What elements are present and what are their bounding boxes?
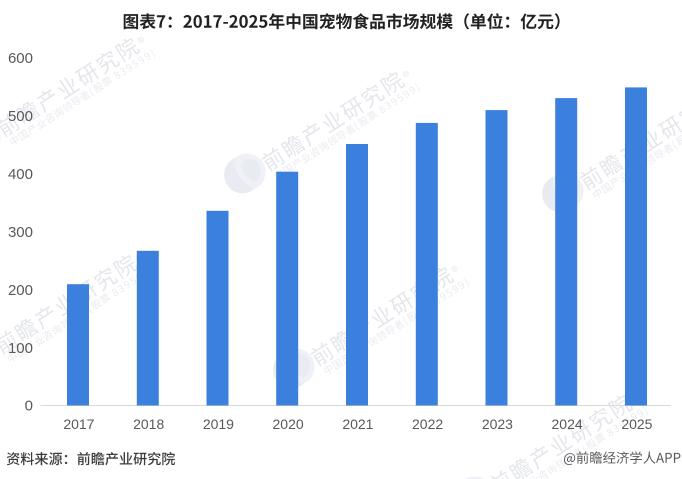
svg-text:400: 400 <box>8 166 33 183</box>
svg-text:2024: 2024 <box>552 416 583 432</box>
svg-text:2019: 2019 <box>203 416 234 432</box>
svg-text:300: 300 <box>8 224 33 241</box>
svg-text:2023: 2023 <box>482 416 513 432</box>
svg-text:0: 0 <box>25 398 33 415</box>
svg-text:2021: 2021 <box>342 416 373 432</box>
svg-text:2020: 2020 <box>273 416 304 432</box>
svg-text:600: 600 <box>8 50 33 67</box>
svg-text:2018: 2018 <box>133 416 164 432</box>
svg-text:2017: 2017 <box>63 416 94 432</box>
svg-text:500: 500 <box>8 108 33 125</box>
svg-text:100: 100 <box>8 340 33 357</box>
svg-text:2022: 2022 <box>412 416 443 432</box>
svg-text:200: 200 <box>8 282 33 299</box>
svg-text:2025: 2025 <box>621 416 652 432</box>
